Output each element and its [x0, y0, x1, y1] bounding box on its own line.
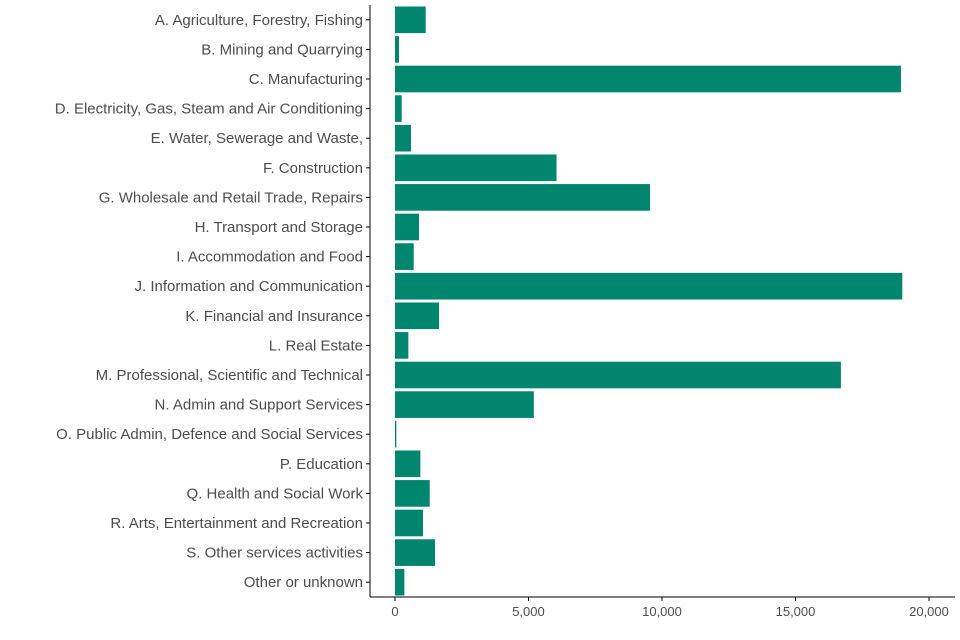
- bar: [395, 450, 421, 478]
- category-label: I. Accommodation and Food: [176, 249, 363, 266]
- category-label: J. Information and Communication: [135, 278, 363, 295]
- category-labels: A. Agriculture, Forestry, Fishing B. Mini…: [55, 12, 364, 591]
- x-tick-label: 5,000: [512, 604, 545, 619]
- bar: [395, 184, 650, 211]
- category-label: H. Transport and Storage: [195, 219, 363, 236]
- bar: [395, 36, 400, 63]
- x-tick-label: 10,000: [642, 604, 682, 619]
- bars: [395, 6, 903, 596]
- category-label: F. Construction: [263, 160, 363, 177]
- category-label: Other or unknown: [244, 574, 363, 591]
- x-tick-label: 20,000: [909, 604, 949, 619]
- category-label: L. Real Estate: [269, 337, 363, 354]
- bar: [395, 6, 426, 34]
- x-tick-label: 0: [391, 604, 398, 619]
- category-label: O. Public Admin, Defence and Social Serv…: [56, 426, 363, 443]
- bar: [395, 361, 841, 389]
- category-label: G. Wholesale and Retail Trade, Repairs: [99, 189, 363, 206]
- bar: [395, 302, 440, 330]
- category-label: N. Admin and Support Services: [155, 397, 363, 414]
- bar: [395, 95, 402, 122]
- bar: [395, 480, 430, 507]
- x-axis-ticks: 0 5,000 10,000 15,000 20,000: [391, 597, 949, 619]
- category-label: E. Water, Sewerage and Waste,: [151, 130, 363, 147]
- category-label: C. Manufacturing: [249, 71, 363, 88]
- bar: [395, 539, 436, 566]
- category-label: P. Education: [280, 456, 363, 473]
- bar: [395, 213, 420, 241]
- category-label: S. Other services activities: [186, 545, 363, 562]
- category-label: A. Agriculture, Forestry, Fishing: [155, 12, 363, 29]
- category-label: D. Electricity, Gas, Steam and Air Condi…: [55, 101, 363, 118]
- category-label: B. Mining and Quarrying: [201, 41, 363, 58]
- bar: [395, 420, 397, 448]
- bar: [395, 391, 534, 418]
- bar: [395, 332, 409, 359]
- category-label: R. Arts, Entertainment and Recreation: [110, 515, 363, 532]
- category-label: Q. Health and Social Work: [187, 485, 364, 502]
- category-label: M. Professional, Scientific and Technica…: [96, 367, 363, 384]
- bar: [395, 124, 412, 152]
- bar: [395, 243, 414, 270]
- bar: [395, 154, 557, 182]
- category-label: K. Financial and Insurance: [185, 308, 363, 325]
- y-axis-ticks: [366, 19, 370, 583]
- x-tick-label: 15,000: [776, 604, 816, 619]
- bar: [395, 65, 901, 93]
- bar: [395, 509, 424, 537]
- bar: [395, 568, 405, 596]
- bar: [395, 272, 903, 300]
